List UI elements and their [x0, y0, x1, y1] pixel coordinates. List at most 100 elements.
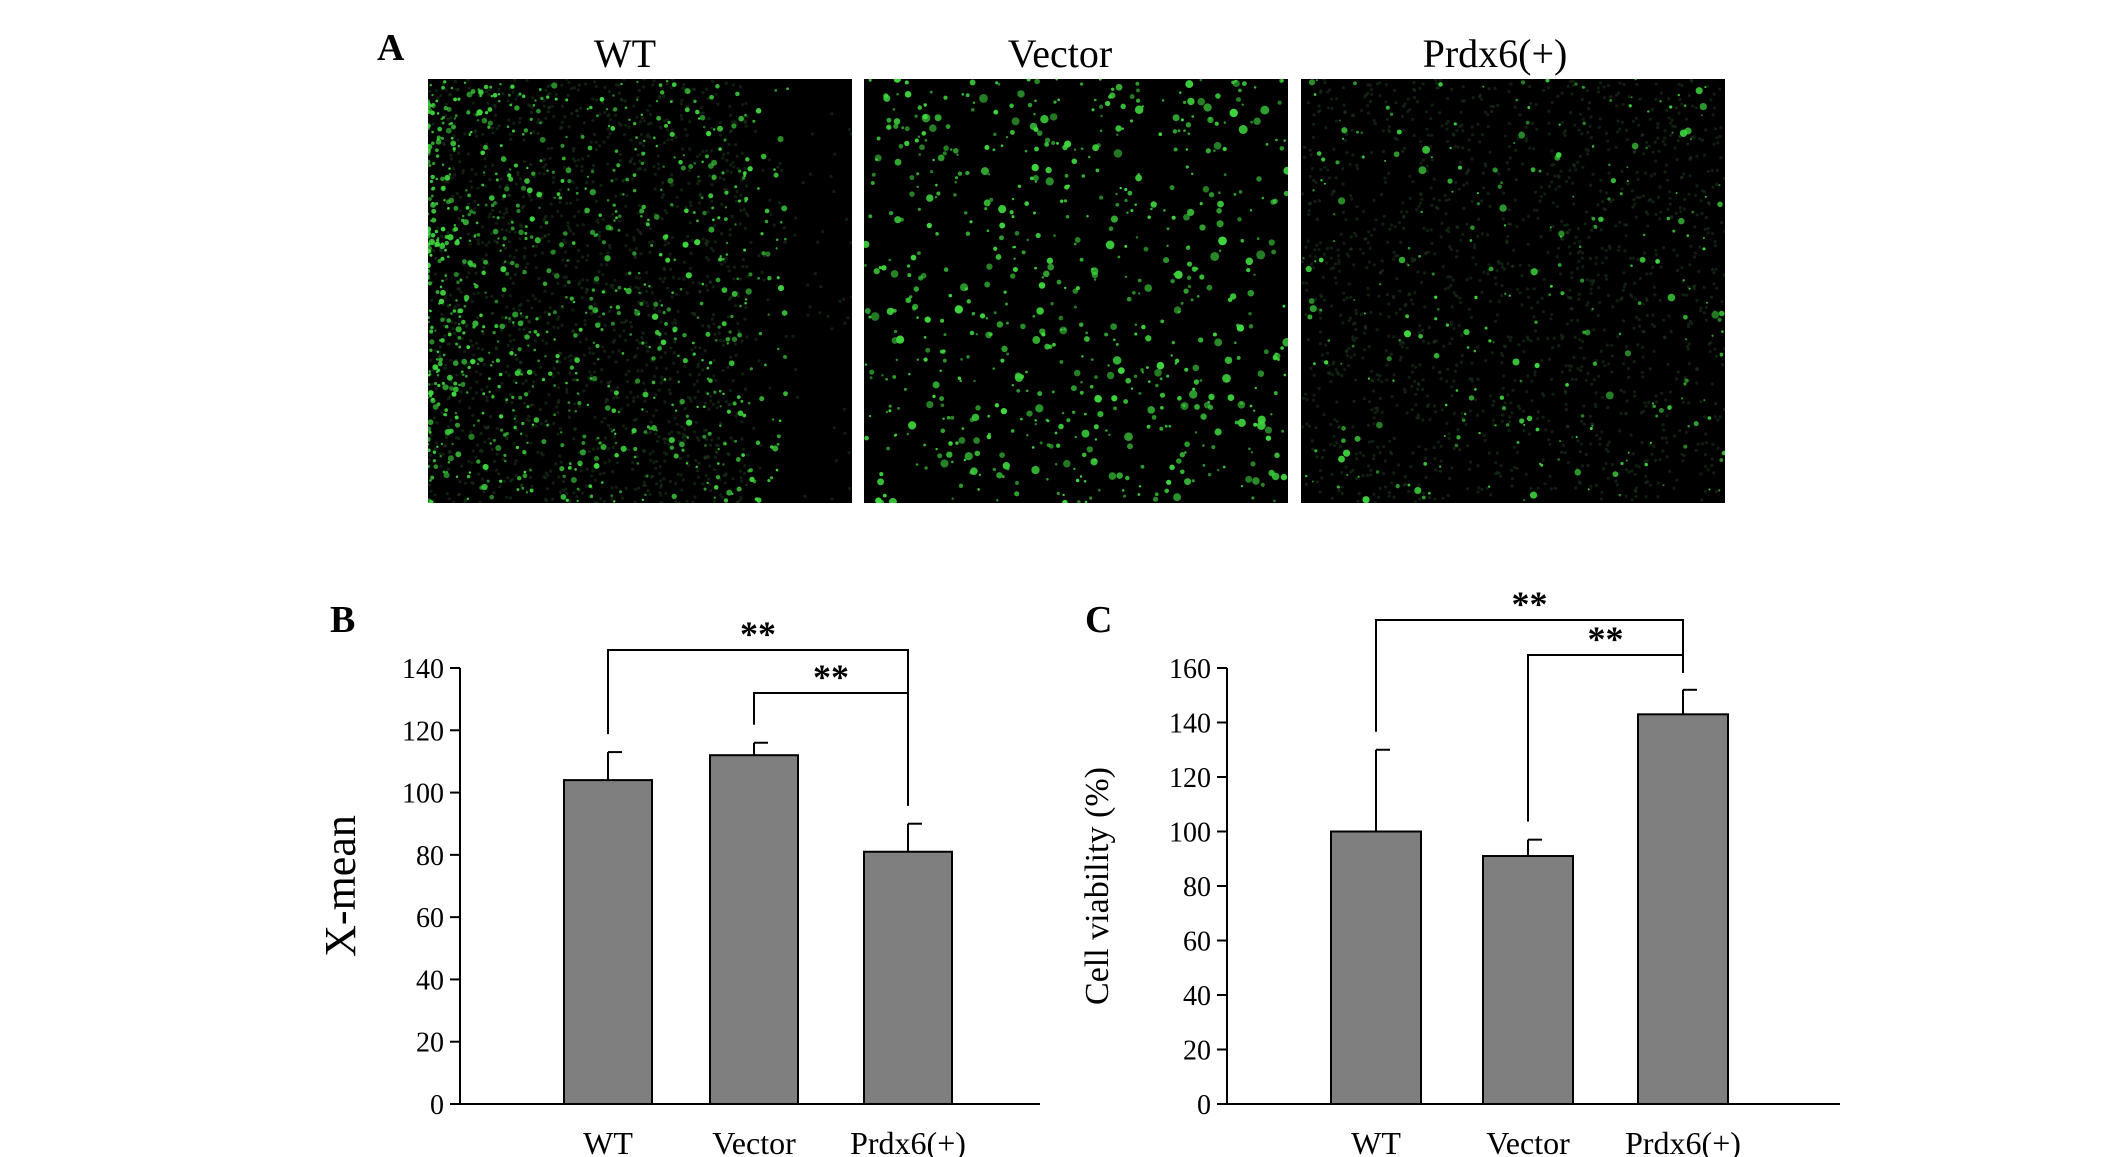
fluorescent-cell-dot: [1056, 491, 1060, 496]
micrograph-background-speck: [563, 115, 567, 119]
micrograph-background-speck: [482, 363, 486, 367]
micrograph-background-speck: [1575, 266, 1580, 271]
fluorescent-cell-dot: [1034, 79, 1040, 85]
fluorescent-cell-dot: [679, 398, 685, 405]
micrograph-background-speck: [471, 344, 475, 348]
micrograph-background-speck: [1448, 275, 1453, 279]
fluorescent-cell-dot: [1222, 146, 1227, 152]
fluorescent-cell-dot: [926, 222, 932, 229]
fluorescent-cell-dot: [436, 135, 441, 140]
fluorescent-cell-dot: [771, 418, 775, 421]
fluorescent-cell-dot: [923, 103, 927, 107]
micrograph-background-speck: [1609, 200, 1613, 204]
fluorescent-cell-dot: [1140, 368, 1144, 372]
fluorescent-cell-dot: [682, 358, 688, 364]
fluorescent-cell-dot: [963, 458, 967, 462]
micrograph-background-speck: [1379, 312, 1383, 316]
micrograph-background-speck: [1434, 79, 1438, 82]
fluorescent-cell-dot: [444, 240, 449, 246]
fluorescent-cell-dot: [1174, 358, 1180, 363]
fluorescent-cell-dot: [1031, 465, 1040, 475]
micrograph-background-speck: [1589, 115, 1593, 119]
fluorescent-cell-dot: [589, 188, 596, 196]
micrograph-background-speck: [663, 437, 667, 441]
fluorescent-cell-dot: [1250, 120, 1253, 124]
micrograph-background-speck: [746, 214, 750, 218]
fluorescent-cell-dot: [509, 103, 513, 107]
micrograph-background-speck: [509, 496, 513, 500]
fluorescent-cell-dot: [655, 99, 659, 103]
micrograph-background-speck: [686, 454, 690, 458]
micrograph-background-speck: [670, 128, 674, 132]
fluorescent-cell-dot: [431, 186, 436, 191]
fluorescent-cell-dot: [446, 255, 450, 259]
micrograph-background-speck: [528, 104, 532, 108]
micrograph-background-speck: [1488, 150, 1492, 154]
fluorescent-cell-dot: [1217, 200, 1224, 208]
micrograph-background-speck: [1663, 143, 1667, 147]
fluorescent-cell-dot: [732, 401, 737, 406]
micrograph-background-speck: [569, 359, 573, 363]
fluorescent-cell-dot: [1214, 338, 1223, 347]
micrograph-background-speck: [544, 116, 548, 120]
fluorescent-cell-dot: [529, 132, 533, 135]
micrograph-background-speck: [608, 246, 612, 250]
fluorescent-cell-dot: [1260, 105, 1270, 115]
micrograph-background-speck: [1372, 263, 1376, 267]
micrograph-background-speck: [1677, 82, 1681, 86]
micrograph-background-speck: [663, 441, 667, 445]
micrograph-background-speck: [1685, 344, 1689, 349]
micrograph-background-speck: [659, 381, 663, 385]
micrograph-background-speck: [434, 88, 438, 93]
micrograph-background-speck: [1515, 225, 1519, 229]
micrograph-background-speck: [1572, 241, 1577, 245]
micrograph-background-speck: [566, 224, 570, 228]
micrograph-background-speck: [556, 326, 560, 330]
fluorescent-cell-dot: [864, 308, 871, 314]
micrograph-background-speck: [643, 168, 647, 172]
fluorescent-cell-dot: [522, 449, 527, 455]
micrograph-background-speck: [514, 182, 518, 186]
micrograph-background-speck: [1691, 104, 1695, 108]
micrograph-background-speck: [698, 112, 702, 116]
fluorescent-cell-dot: [466, 110, 471, 115]
micrograph-background-speck: [1385, 293, 1390, 297]
fluorescent-cell-dot: [755, 440, 761, 446]
micrograph-background-speck: [509, 276, 513, 280]
micrograph-background-speck: [505, 183, 509, 187]
fluorescent-cell-dot: [1130, 208, 1134, 213]
micrograph-background-speck: [504, 207, 508, 211]
micrograph-background-speck: [731, 120, 735, 124]
micrograph-background-speck: [1476, 377, 1480, 381]
micrograph-background-speck: [686, 104, 690, 108]
fluorescent-cell-dot: [777, 136, 784, 143]
fluorescent-cell-dot: [644, 493, 647, 497]
fluorescent-cell-dot: [736, 277, 739, 281]
fluorescent-cell-dot: [924, 138, 928, 142]
micrograph-background-speck: [576, 158, 580, 162]
micrograph-background-speck: [494, 221, 499, 225]
fluorescent-cell-dot: [498, 99, 501, 103]
micrograph-background-speck: [619, 407, 623, 411]
fluorescent-cell-dot: [926, 400, 934, 409]
micrograph-background-speck: [791, 334, 795, 338]
micrograph-background-speck: [661, 193, 665, 197]
micrograph-background-speck: [669, 346, 673, 350]
micrograph-background-speck: [657, 388, 661, 392]
fluorescent-cell-dot: [484, 110, 489, 115]
fluorescent-cell-dot: [608, 226, 614, 231]
micrograph-background-speck: [713, 240, 717, 244]
micrograph-background-speck: [1662, 246, 1666, 250]
micrograph-background-speck: [654, 393, 658, 397]
micrograph-background-speck: [778, 161, 782, 165]
micrograph-background-speck: [736, 294, 741, 298]
micrograph-background-speck: [449, 418, 453, 422]
micrograph-background-speck: [727, 315, 731, 319]
micrograph-background-speck: [627, 369, 631, 373]
micrograph-background-speck: [1634, 315, 1638, 319]
fluorescent-cell-dot: [574, 371, 578, 375]
micrograph-background-speck: [1655, 400, 1659, 404]
micrograph-background-speck: [1546, 251, 1550, 255]
micrograph-background-speck: [522, 138, 526, 142]
micrograph-background-speck: [603, 85, 607, 89]
